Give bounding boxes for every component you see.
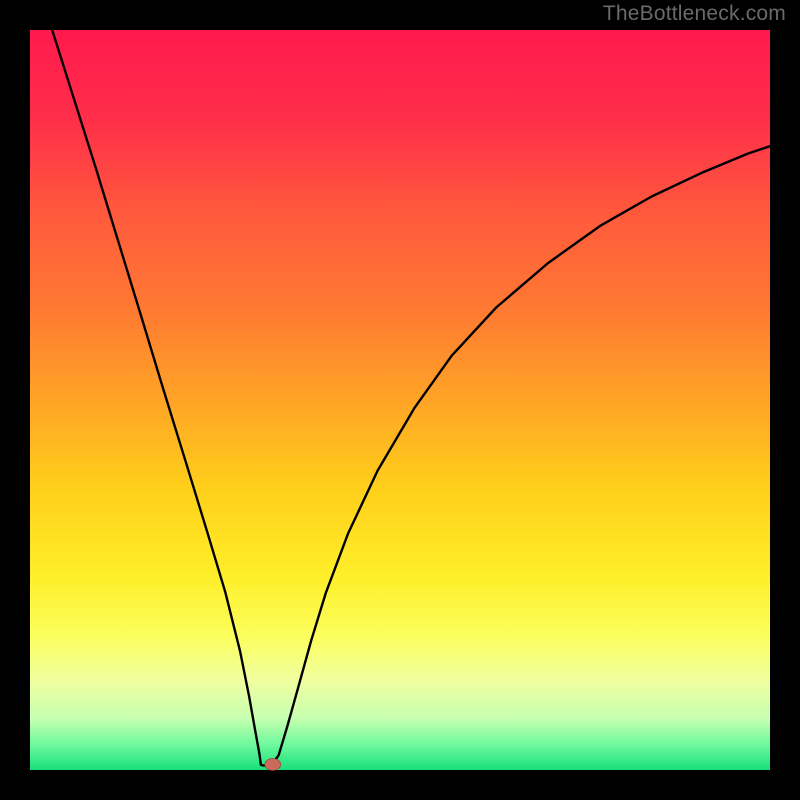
watermark-text: TheBottleneck.com <box>603 2 786 26</box>
bottleneck-chart <box>0 0 800 800</box>
plot-background <box>30 30 770 770</box>
chart-container: TheBottleneck.com <box>0 0 800 800</box>
minimum-marker <box>265 758 281 770</box>
